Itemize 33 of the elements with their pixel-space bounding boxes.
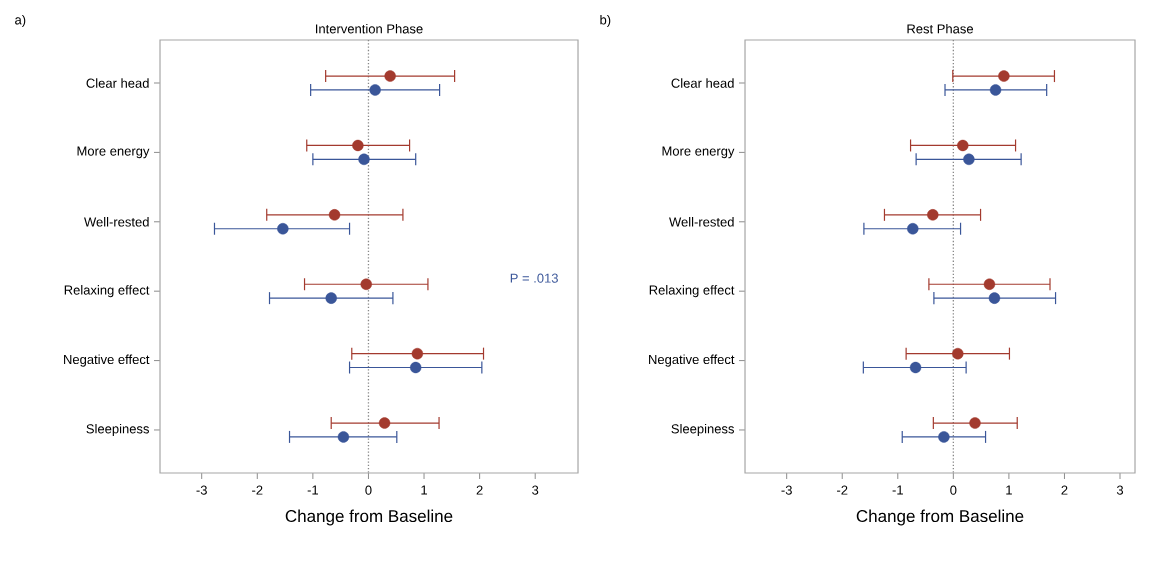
y-tick-label: Sleepiness [671, 423, 734, 437]
x-tick-label: -2 [837, 485, 848, 495]
x-tick-label: 3 [532, 485, 539, 495]
y-tick-label: Well-rested [84, 217, 149, 227]
x-tick-label: 3 [1116, 485, 1124, 495]
y-tick-label: Relaxing effect [649, 285, 735, 298]
annotation: P = .013 [510, 273, 558, 283]
x-tick-label: -1 [892, 485, 903, 495]
x-tick-label: -3 [196, 485, 207, 495]
text: a) [15, 14, 26, 28]
y-tick-label: More energy [77, 146, 150, 159]
x-tick-label: -1 [307, 485, 319, 495]
x-tick-label: -3 [781, 485, 792, 495]
x-tick-label: 0 [365, 485, 372, 495]
y-tick-label: Negative effect [649, 354, 735, 367]
y-tick-label: Well-rested [669, 217, 734, 227]
text: b) [600, 14, 611, 28]
x-axis-title: Change from Baseline [285, 509, 453, 526]
x-axis-title: Change from Baseline [856, 509, 1024, 526]
y-tick-label: Relaxing effect [64, 285, 150, 298]
x-tick-label: 1 [1006, 485, 1012, 495]
x-tick-label: 2 [476, 485, 483, 495]
x-tick-label: 0 [950, 485, 957, 495]
y-tick-label: More energy [662, 146, 735, 159]
x-tick-label: 2 [1061, 485, 1068, 495]
y-tick-label: Clear head [671, 78, 734, 88]
x-tick-label: 1 [421, 485, 428, 495]
y-tick-label: Sleepiness [86, 423, 149, 437]
x-tick-label: -2 [252, 485, 263, 495]
y-tick-label: Negative effect [64, 354, 150, 367]
y-tick-label: Clear head [86, 78, 149, 88]
chart-title: Rest Phase [907, 23, 974, 34]
chart-title: Intervention Phase [316, 23, 423, 34]
